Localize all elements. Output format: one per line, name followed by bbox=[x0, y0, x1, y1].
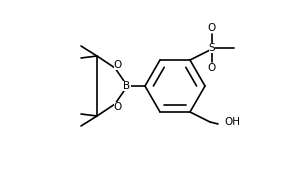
Text: OH: OH bbox=[224, 117, 240, 127]
Text: B: B bbox=[123, 81, 131, 91]
Text: S: S bbox=[209, 43, 215, 53]
Text: O: O bbox=[114, 102, 122, 112]
Text: O: O bbox=[114, 60, 122, 70]
Text: O: O bbox=[208, 63, 216, 73]
Text: O: O bbox=[208, 23, 216, 33]
